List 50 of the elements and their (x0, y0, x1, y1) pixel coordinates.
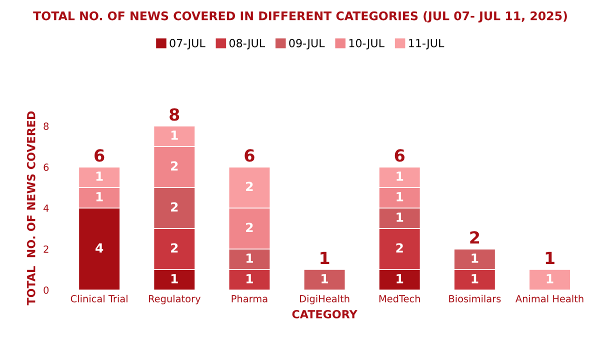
legend-label: 09-JUL (289, 38, 325, 50)
y-tick-label: 2 (44, 246, 48, 253)
x-tick-label: Clinical Trial (70, 294, 128, 302)
data-label: 1 (396, 274, 404, 284)
total-label: 6 (94, 149, 104, 162)
data-label: 1 (246, 254, 253, 263)
data-label: 1 (396, 192, 404, 202)
legend-label: 07-JUL (170, 38, 206, 50)
y-tick-label: 6 (44, 164, 49, 171)
x-tick-label: MedTech (379, 294, 420, 302)
data-label: 1 (246, 274, 253, 284)
data-label: 1 (171, 130, 178, 140)
data-label: 1 (396, 212, 404, 222)
y-axis-title: TOTAL NO. OF NEWS COVERED (26, 111, 36, 306)
bar (528, 269, 571, 290)
x-tick-label: DigiHealth (300, 294, 350, 304)
total-label: 6 (394, 149, 405, 162)
total-label: 1 (546, 252, 554, 264)
data-label: 1 (396, 172, 404, 181)
chart-title: TOTAL NO. OF NEWS COVERED IN DIFFERENT CATEGORIES (JUL 07- JUL 11, 2025) (33, 11, 567, 23)
x-tick-label: Pharma (232, 294, 268, 302)
data-label: 1 (171, 274, 178, 284)
total-label: 6 (244, 149, 254, 162)
legend-label: 11-JUL (409, 39, 444, 50)
x-tick-label: Biosimilars (449, 294, 501, 302)
data-label: 1 (96, 172, 103, 181)
data-label: 2 (171, 161, 178, 171)
x-tick-label: Animal Health (516, 294, 584, 302)
legend-label: 08-JUL (229, 38, 266, 50)
data-label: 2 (246, 222, 253, 232)
data-label: 2 (171, 243, 178, 252)
total-label: 2 (470, 231, 480, 244)
data-label: 1 (96, 192, 103, 202)
y-tick-label: 8 (44, 122, 49, 130)
legend-label: 10-JUL (349, 38, 384, 50)
data-label: 2 (171, 202, 178, 212)
total-label: 8 (170, 108, 180, 121)
y-tick-label: 0 (44, 286, 49, 294)
data-label: 2 (396, 243, 403, 252)
data-label: 1 (322, 274, 328, 284)
total-label: 1 (320, 252, 330, 264)
x-axis-title: CATEGORY (292, 310, 358, 318)
bar (303, 269, 346, 290)
y-tick-label: 4 (44, 204, 49, 212)
data-label: 1 (472, 274, 478, 284)
data-label: 2 (246, 182, 253, 191)
x-tick-label: Regulatory (148, 294, 201, 304)
data-label: 1 (472, 254, 478, 263)
data-label: 1 (546, 274, 554, 284)
data-label: 4 (96, 243, 104, 252)
